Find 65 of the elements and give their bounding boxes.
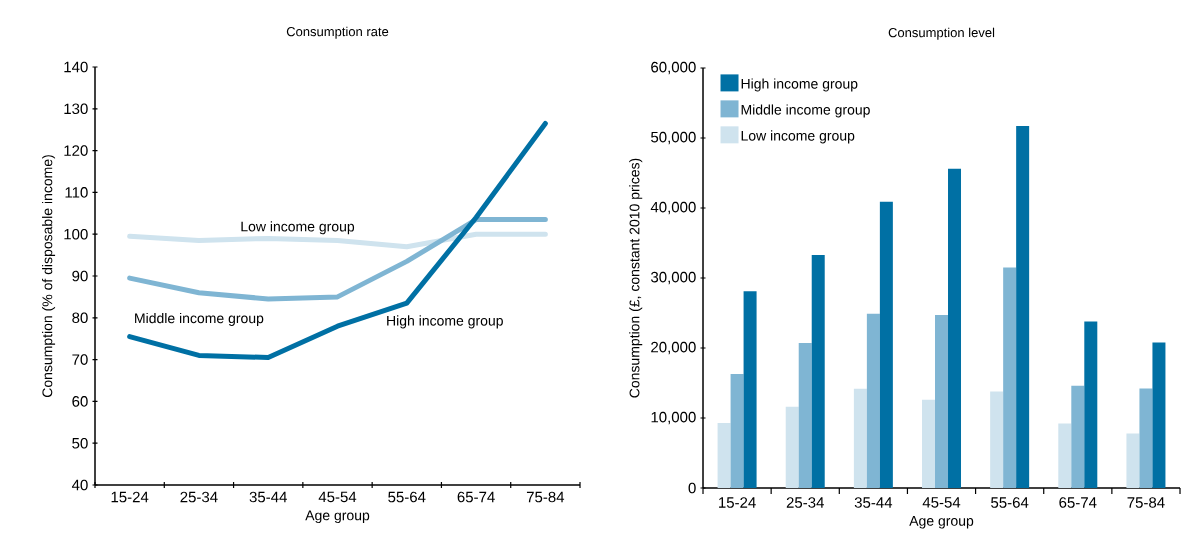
x-tick-label: 65-74 xyxy=(457,491,495,503)
y-tick-label: 40 xyxy=(71,479,88,491)
y-tick-label: 100 xyxy=(64,228,88,240)
bar xyxy=(785,406,799,488)
legend-label: Low income group xyxy=(741,130,855,144)
bar xyxy=(717,422,731,488)
bar xyxy=(1016,126,1030,488)
x-tick-label: 25-34 xyxy=(786,497,824,508)
chart-title: Consumption rate xyxy=(286,26,389,39)
y-tick-label: 70 xyxy=(72,354,88,365)
x-tick-label: 45-54 xyxy=(922,497,961,508)
y-axis-title: Consumption (% of disposable income) xyxy=(42,155,56,398)
y-tick-label: 20,000 xyxy=(651,341,696,355)
x-axis-title: Age group xyxy=(305,510,370,524)
bar xyxy=(730,373,744,488)
x-tick-label: 35-44 xyxy=(854,497,893,508)
bar xyxy=(1152,342,1166,488)
chart-title: Consumption level xyxy=(888,27,995,40)
series-label: Low income group xyxy=(241,221,355,235)
y-tick-label: 60,000 xyxy=(651,61,696,75)
y-tick-label: 140 xyxy=(64,61,88,73)
y-tick-label: 130 xyxy=(64,103,88,115)
bar xyxy=(1139,388,1153,488)
y-tick-label: 110 xyxy=(65,187,88,198)
y-tick-label: 60 xyxy=(72,396,88,407)
x-tick-label: 55-64 xyxy=(991,497,1029,508)
bar xyxy=(879,201,893,488)
y-tick-label: 40,000 xyxy=(650,201,696,215)
x-tick-label: 75-84 xyxy=(526,491,565,503)
y-tick-label: 80 xyxy=(72,312,88,324)
x-tick-label: 15-24 xyxy=(111,491,149,503)
bar xyxy=(948,168,962,488)
y-tick-label: 50,000 xyxy=(651,131,696,145)
x-tick-label: 75-84 xyxy=(1127,497,1165,508)
bar xyxy=(1084,321,1098,488)
bar xyxy=(922,399,936,488)
y-tick-label: 10,000 xyxy=(651,411,696,425)
bar xyxy=(798,343,812,488)
y-tick-label: 120 xyxy=(64,145,88,156)
bar xyxy=(743,291,757,488)
bar xyxy=(811,254,825,488)
y-tick-label: 0 xyxy=(688,482,696,494)
bar xyxy=(1126,433,1140,488)
x-tick-label: 35-44 xyxy=(249,491,287,503)
bar xyxy=(1058,423,1072,488)
series-label: High income group xyxy=(387,315,503,329)
y-axis-title: Consumption (£, constant 2010 prices) xyxy=(629,158,643,398)
bar xyxy=(990,391,1004,488)
legend-label: High income group xyxy=(741,78,858,92)
series-label: Middle income group xyxy=(135,312,264,326)
x-tick-label: 45-54 xyxy=(318,491,357,503)
bar xyxy=(853,388,867,488)
x-tick-label: 65-74 xyxy=(1059,497,1097,508)
y-tick-label: 30,000 xyxy=(650,271,696,285)
bar xyxy=(1003,267,1017,488)
y-tick-label: 90 xyxy=(72,270,88,282)
legend-label: Middle income group xyxy=(741,104,870,118)
bar xyxy=(866,313,880,488)
x-axis-title: Age group xyxy=(909,516,974,529)
bar xyxy=(1071,385,1085,488)
x-tick-label: 25-34 xyxy=(180,491,218,503)
x-tick-label: 15-24 xyxy=(719,497,756,508)
x-tick-label: 55-64 xyxy=(388,491,426,503)
bar xyxy=(935,315,949,488)
y-tick-label: 50 xyxy=(72,437,88,449)
